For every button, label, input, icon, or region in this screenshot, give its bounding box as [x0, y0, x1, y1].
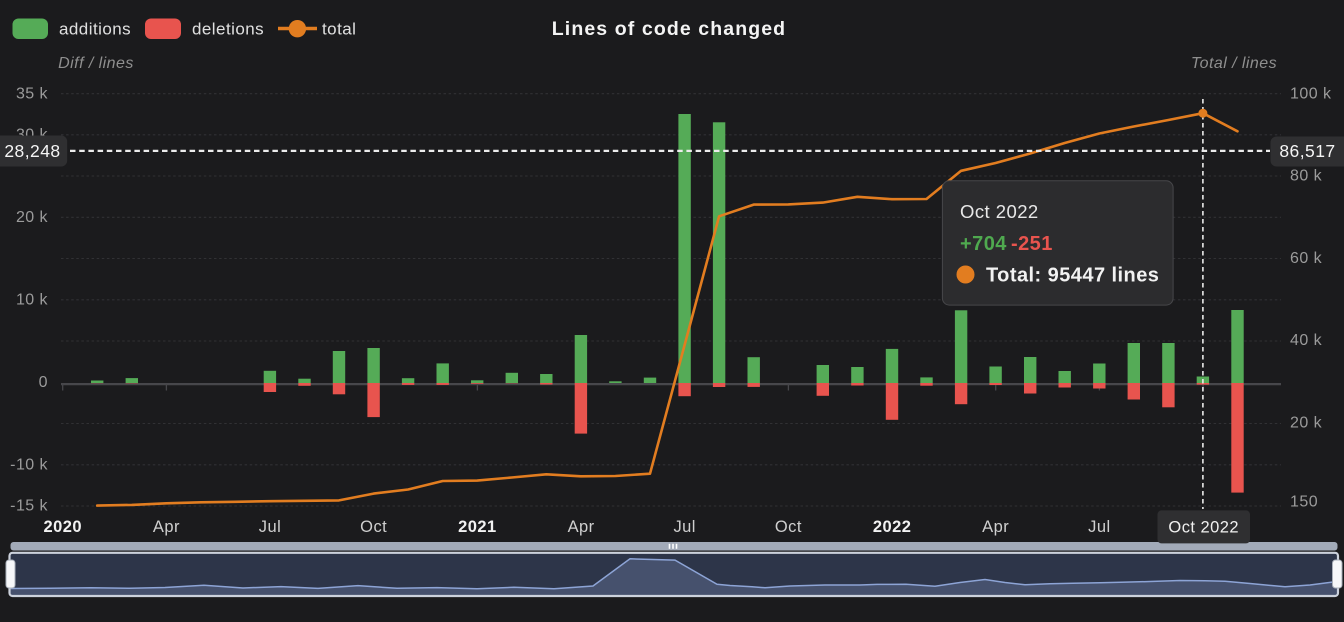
svg-text:150: 150 — [1290, 494, 1318, 511]
svg-text:additions: additions — [59, 20, 131, 39]
svg-text:Lines of code changed: Lines of code changed — [552, 18, 786, 40]
svg-text:20 k: 20 k — [16, 209, 49, 226]
svg-text:2020: 2020 — [43, 518, 82, 536]
svg-text:Oct 2022: Oct 2022 — [1168, 519, 1239, 537]
svg-text:60 k: 60 k — [1290, 250, 1323, 267]
svg-text:40 k: 40 k — [1290, 332, 1323, 349]
svg-text:-10 k: -10 k — [10, 457, 48, 474]
svg-text:Apr: Apr — [982, 518, 1009, 536]
svg-text:+704: +704 — [960, 233, 1007, 255]
svg-text:deletions: deletions — [192, 20, 264, 39]
svg-text:Jul: Jul — [259, 518, 281, 536]
svg-text:35 k: 35 k — [16, 85, 49, 102]
svg-text:2021: 2021 — [458, 518, 497, 536]
svg-text:Apr: Apr — [568, 518, 595, 536]
svg-text:Apr: Apr — [153, 518, 180, 536]
svg-text:0: 0 — [39, 374, 48, 391]
svg-text:total: total — [322, 20, 356, 39]
svg-text:28,248: 28,248 — [4, 141, 60, 161]
svg-text:Oct: Oct — [775, 518, 802, 536]
svg-text:Total: 95447 lines: Total: 95447 lines — [986, 265, 1159, 287]
svg-text:Jul: Jul — [1088, 518, 1110, 536]
svg-text:Jul: Jul — [673, 518, 695, 536]
svg-text:Oct 2022: Oct 2022 — [960, 201, 1039, 222]
svg-text:Diff / lines: Diff / lines — [58, 55, 134, 72]
svg-text:Total / lines: Total / lines — [1191, 55, 1277, 72]
svg-text:Oct: Oct — [360, 518, 387, 536]
svg-text:2022: 2022 — [873, 518, 912, 536]
svg-text:100 k: 100 k — [1290, 85, 1332, 102]
svg-text:80 k: 80 k — [1290, 168, 1323, 185]
svg-text:10 k: 10 k — [16, 292, 49, 309]
svg-text:20 k: 20 k — [1290, 414, 1323, 431]
svg-text:86,517: 86,517 — [1279, 141, 1335, 161]
svg-text:-15 k: -15 k — [10, 498, 48, 515]
svg-text:-251: -251 — [1011, 233, 1053, 255]
